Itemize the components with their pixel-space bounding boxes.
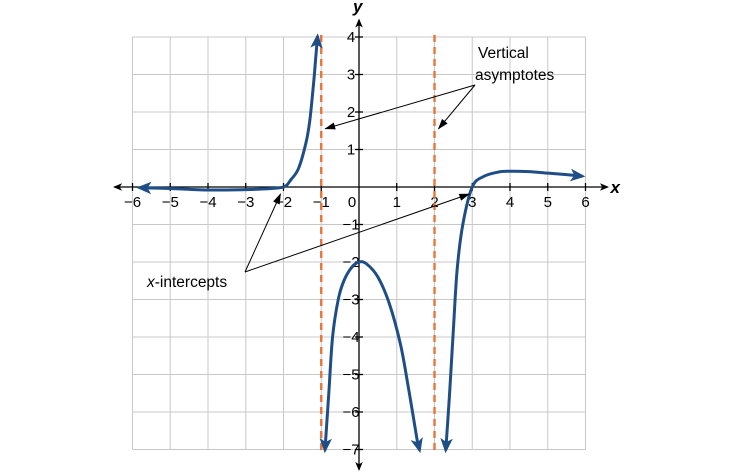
x-tick-label: 1 — [393, 194, 401, 211]
x-tick-label: 5 — [544, 194, 552, 211]
x-tick-label: 2 — [430, 194, 438, 211]
curve-branch — [136, 33, 323, 195]
annotation-asymptotes-label: Vertical asymptotes — [475, 45, 555, 84]
y-tick-label: −6 — [342, 404, 359, 421]
y-tick-label: −1 — [342, 217, 359, 234]
y-tick-label: −7 — [342, 442, 359, 459]
vertical-asymptotes — [320, 35, 436, 452]
x-tick-label: −2 — [275, 194, 292, 211]
x-tick-label: 0 — [348, 194, 356, 211]
y-tick-label: 1 — [347, 142, 355, 159]
curve-branch — [319, 260, 423, 454]
x-tick-label: −5 — [162, 194, 179, 211]
annotation-pointer — [244, 193, 281, 273]
y-tick-label: 4 — [347, 29, 355, 46]
function-curve — [136, 33, 586, 454]
y-axis-title: y — [352, 0, 364, 16]
x-tick-label: −6 — [124, 194, 141, 211]
annotation-pointer — [244, 193, 471, 273]
y-tick-label: 3 — [347, 67, 355, 84]
x-tick-label: 4 — [506, 194, 514, 211]
annotation-intercepts-label: x-intercepts — [146, 274, 227, 291]
curve-branch — [440, 168, 586, 454]
annotation-asymptotes-line2: asymptotes — [475, 67, 555, 84]
x-tick-label: −4 — [199, 194, 216, 211]
x-tick-label: 6 — [581, 194, 589, 211]
x-tick-label: −3 — [237, 194, 254, 211]
y-tick-label: −3 — [342, 292, 359, 309]
y-tick-label: 2 — [347, 104, 355, 121]
y-tick-label: −5 — [342, 367, 359, 384]
y-tick-label: −4 — [342, 329, 359, 346]
annotation-pointer — [437, 84, 476, 130]
y-tick-label: −2 — [342, 254, 359, 271]
annotation-intercepts-variable: x — [146, 274, 156, 291]
axes — [113, 18, 609, 471]
annotation-vertical-asymptotes: Vertical asymptotes — [324, 45, 555, 130]
annotation-asymptotes-line1: Vertical — [478, 45, 529, 62]
x-axis-title: x — [610, 178, 622, 197]
annotation-intercepts-suffix: -intercepts — [155, 274, 228, 291]
x-tick-label: −1 — [313, 194, 330, 211]
annotation-pointer — [324, 84, 476, 130]
annotation-x-intercepts: x-intercepts — [146, 193, 471, 291]
